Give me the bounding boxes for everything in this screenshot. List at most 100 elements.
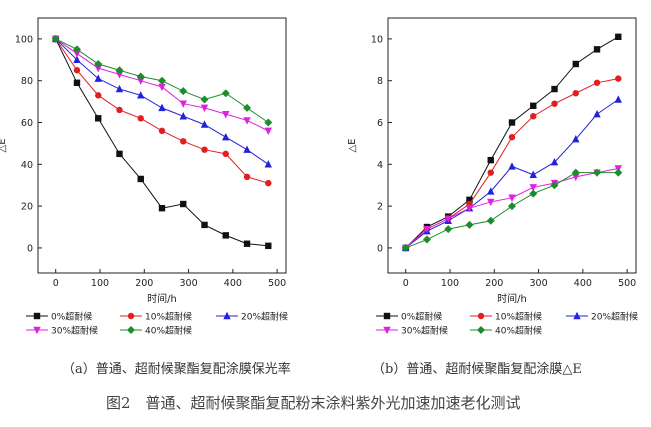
chart-a-data-point [180, 138, 187, 145]
chart-a-legend-label: 40%超耐候 [145, 325, 192, 337]
chart-a-data-point [222, 110, 230, 119]
chart-a-y-tick-label: 100 [15, 34, 33, 45]
chart-b-data-point [487, 156, 494, 164]
chart-b-data-point [593, 109, 601, 118]
chart-b-y-tick-label: 0 [377, 243, 383, 254]
chart-b-data-point [615, 75, 622, 82]
chart-b-legend-swatch-marker [383, 326, 391, 335]
chart-a-y-tick-label: 0 [27, 243, 33, 254]
chart-b-data-point [508, 162, 516, 170]
chart-b-legend-item-4: 40%超耐候 [470, 325, 542, 337]
chart-a-data-point [243, 145, 251, 153]
chart-b-legend-label: 30%超耐候 [401, 325, 448, 337]
chart-a-x-tick-label: 200 [135, 278, 153, 289]
chart-a-plot-frame [37, 17, 287, 274]
chart-b-data-point [572, 173, 580, 182]
chart-b-data-point [530, 113, 537, 120]
chart-a-legend-item-1: 10%超耐候 [120, 311, 192, 323]
chart-a-y-tick-label: 40 [21, 160, 33, 171]
chart-a-data-point [137, 91, 145, 99]
chart-a-data-point [222, 232, 229, 239]
chart-b-series-4 [401, 168, 623, 252]
chart-a-legend-label: 0%超耐候 [51, 311, 92, 323]
chart-b-data-point [550, 181, 559, 190]
chart-a-y-tick-label: 80 [21, 76, 33, 87]
chart-a-data-point [158, 127, 166, 135]
chart-b-data-point [529, 170, 537, 178]
chart-b-data-point [465, 220, 474, 229]
chart-a-data-point [179, 87, 188, 96]
chart-a-data-point [200, 95, 209, 104]
chart-b-legend-swatch-marker [477, 326, 485, 334]
chart-a-legend-swatch-marker [127, 326, 135, 334]
chart-a-data-point [137, 77, 145, 85]
chart-b-data-point [508, 194, 516, 202]
chart-b-data-point [423, 225, 431, 234]
chart-b-data-point [465, 205, 474, 213]
chart-a-data-point [265, 242, 272, 250]
chart-a-data-point [180, 200, 187, 208]
chart-a-data-point [94, 64, 102, 73]
chart-b-y-axis-label: △E [347, 138, 358, 152]
chart-b-legend-item-1: 10%超耐候 [470, 311, 542, 323]
chart-b-data-point [401, 243, 410, 252]
chart-a-data-point [116, 150, 123, 158]
chart-a-data-point [94, 74, 102, 82]
chart-a-series-1 [52, 35, 272, 187]
chart-b-x-tick-label: 200 [485, 278, 503, 289]
chart-a-data-point [158, 205, 166, 212]
chart-a-data-point [200, 120, 209, 128]
chart-b-data-point [529, 189, 538, 198]
chart-a-data-point [179, 112, 187, 120]
chart-b-data-point [508, 202, 516, 211]
chart-a-series-line-2 [55, 38, 269, 165]
chart-a-data-point [94, 59, 103, 68]
chart-b-data-point [551, 85, 558, 93]
chart-b-data-point [614, 95, 622, 103]
chart-b-legend-swatch-marker [383, 312, 391, 320]
chart-a-data-point [72, 45, 81, 54]
chart-b-series-line-0 [405, 36, 619, 249]
chart-a-data-point [243, 173, 251, 181]
chart-a-data-point [137, 115, 144, 122]
chart-a-caption: （a）普通、超耐候聚酯复配涂膜保光率 [62, 362, 291, 377]
chart-a-y-tick-label: 20 [21, 202, 33, 213]
chart-b-x-tick-label: 400 [574, 278, 592, 289]
chart-a-data-point [95, 92, 102, 99]
chart-a-x-axis-label: 时间/h [147, 292, 177, 305]
chart-a-data-point [222, 150, 229, 158]
chart-a-y-axis-label: △E [0, 138, 8, 152]
chart-b-legend-label: 10%超耐候 [495, 311, 542, 323]
chart-b-y-tick-label: 6 [377, 118, 383, 129]
chart-a-data-point [95, 115, 102, 122]
chart-b-legend-swatch-marker [477, 312, 485, 320]
chart-b-x-tick-label: 500 [618, 278, 636, 289]
chart-b-data-point [615, 33, 622, 41]
chart-a-legend-swatch-marker [223, 311, 231, 320]
chart-b-data-point [508, 119, 516, 126]
chart-b-data-point [486, 216, 495, 225]
chart-b-data-point [422, 235, 431, 244]
chart-b-data-point [444, 215, 452, 223]
chart-b-legend-item-0: 0%超耐候 [376, 311, 442, 323]
chart-a-x-tick-label: 400 [224, 278, 242, 289]
chart-b-data-point [614, 168, 623, 177]
chart-b-legend-label: 20%超耐候 [591, 311, 638, 323]
chart-a-legend-label: 10%超耐候 [145, 311, 192, 323]
chart-a-data-point [264, 160, 272, 168]
chart-a-data-point [115, 71, 124, 79]
chart-b-data-point [487, 187, 495, 195]
chart-a-x-tick-label: 300 [180, 278, 198, 289]
chart-b-data-point [487, 169, 494, 176]
chart-b-x-tick-label: 100 [441, 278, 459, 289]
chart-b-x-tick-label: 300 [530, 278, 548, 289]
chart-b-legend-item-2: 20%超耐候 [566, 311, 638, 323]
chart-b-y-tick-label: 4 [377, 160, 383, 171]
chart-b-plot-frame [387, 17, 637, 274]
chart-a-data-point [73, 50, 81, 58]
chart-b-series-0 [402, 33, 622, 252]
chart-a-legend-item-4: 40%超耐候 [120, 325, 192, 337]
chart-b-data-point [487, 198, 495, 207]
chart-a-legend-swatch-marker [127, 312, 135, 320]
chart-a-x-tick-label: 100 [91, 278, 109, 289]
